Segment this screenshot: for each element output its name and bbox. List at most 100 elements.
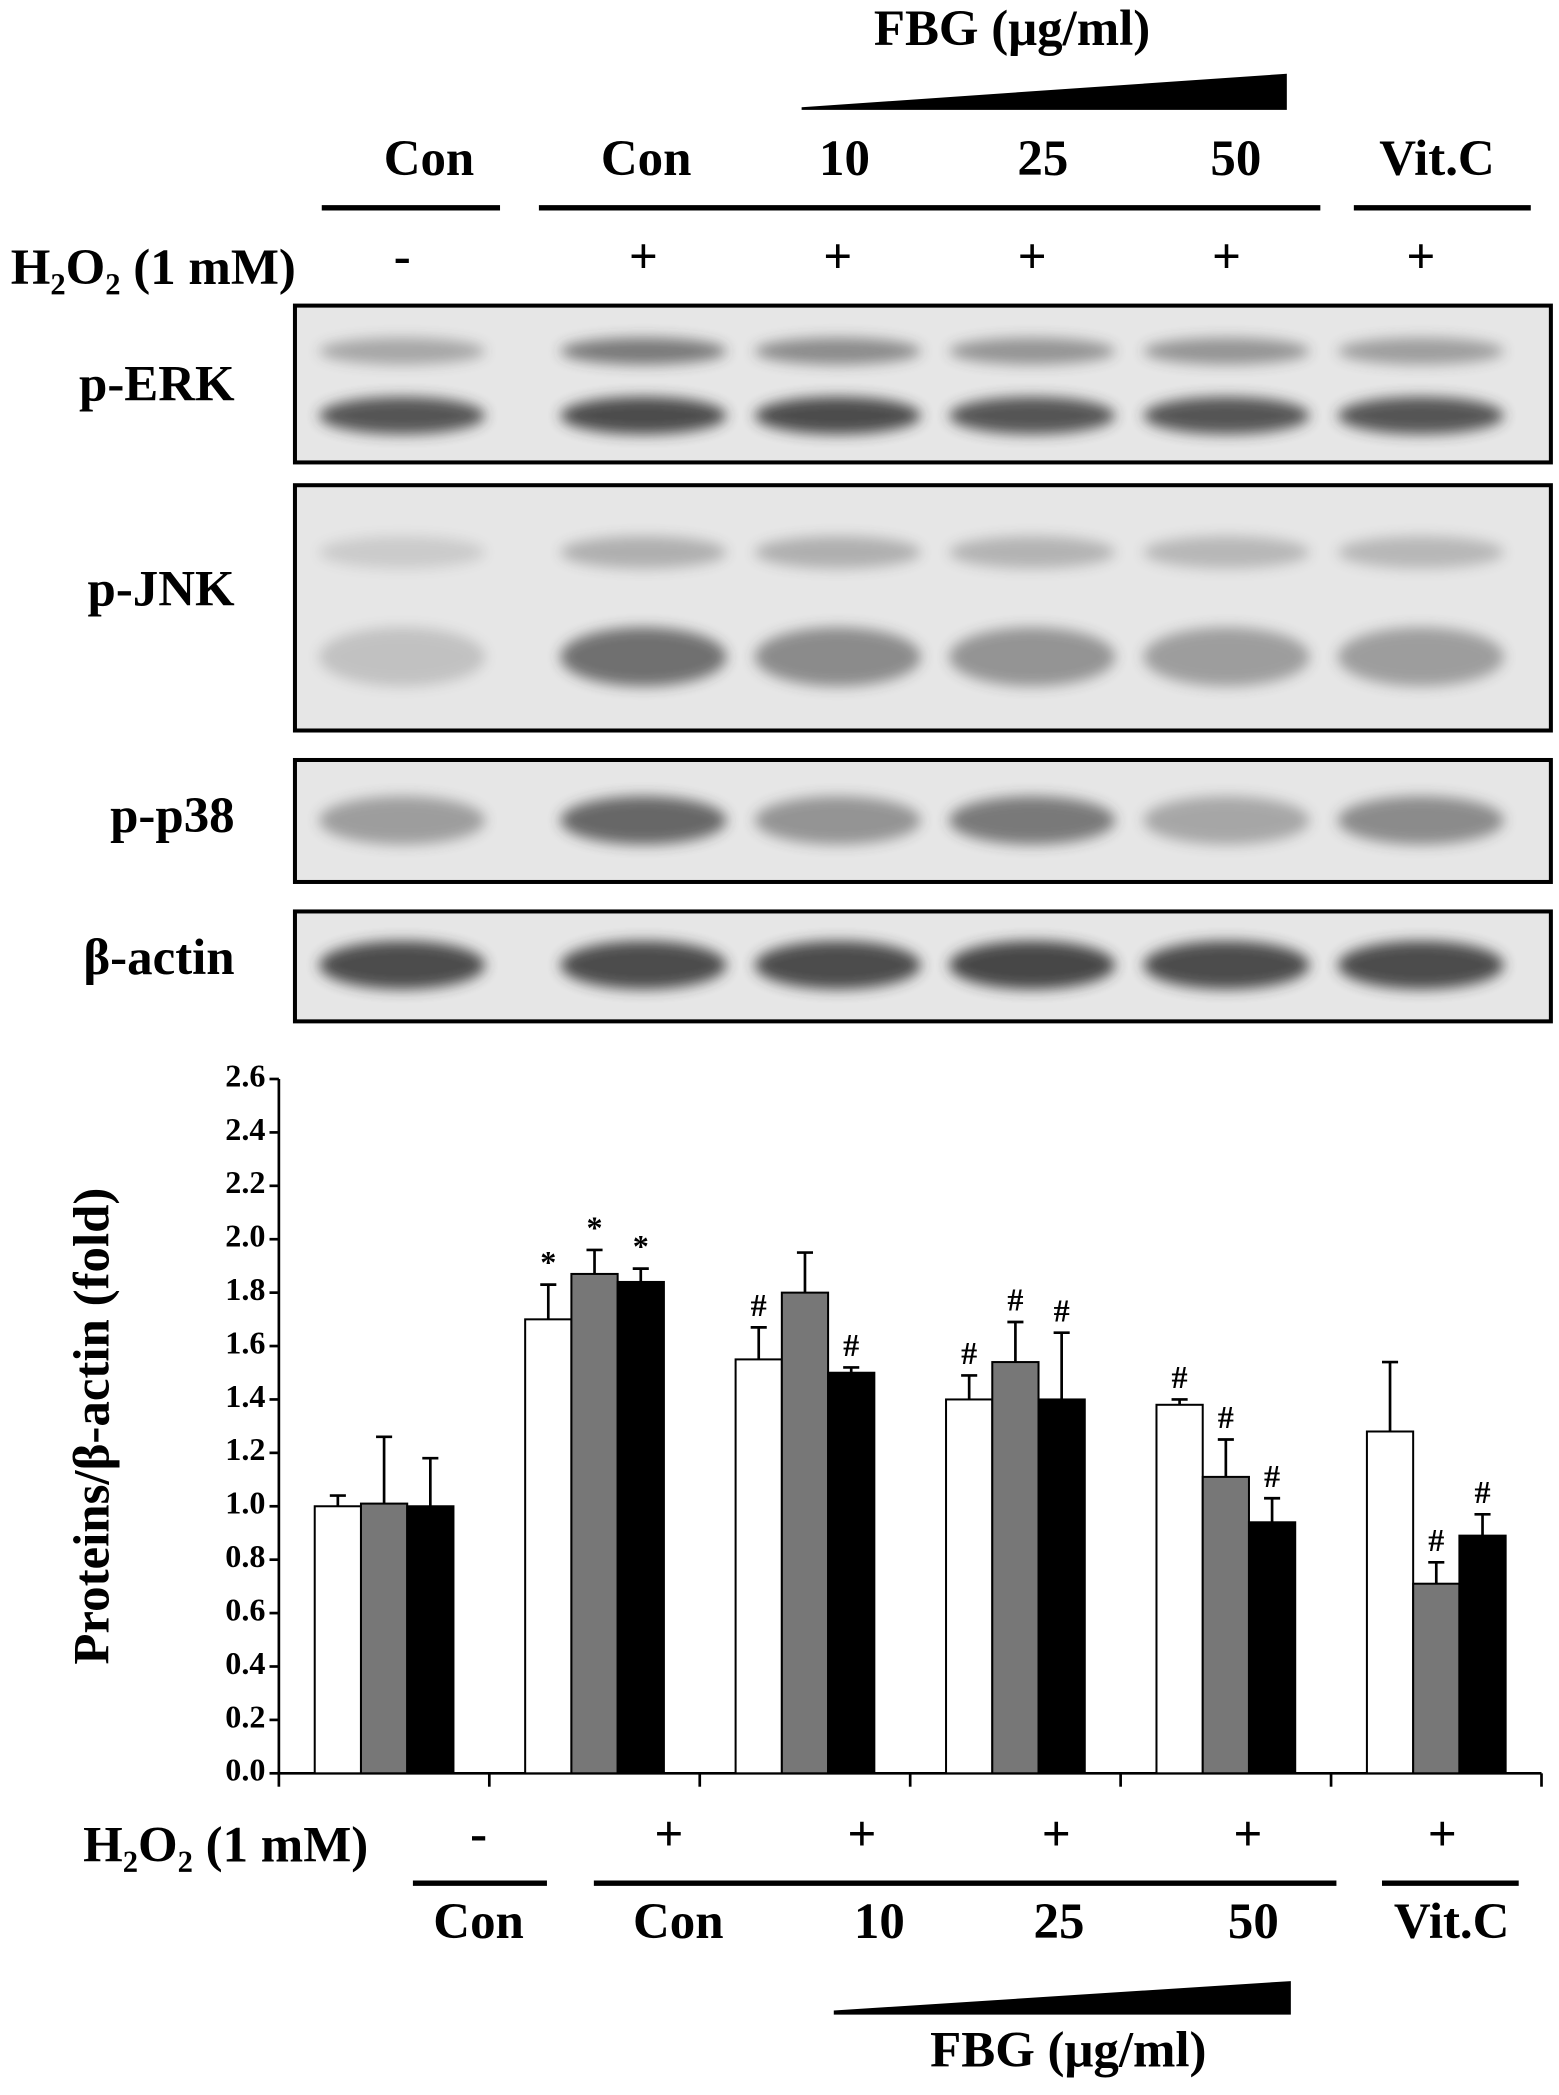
y-tick-label: 2.6 <box>225 1057 265 1093</box>
h2o2-sign: + <box>1428 1807 1457 1863</box>
blot-band <box>1337 536 1504 569</box>
significance-marker: # <box>751 1287 767 1323</box>
blot-band <box>1337 796 1504 845</box>
bar <box>1155 1403 1204 1775</box>
blot-band <box>1143 796 1310 845</box>
y-tick-label: 2.4 <box>225 1111 265 1147</box>
blot-band <box>560 940 727 990</box>
h2o2-sign: + <box>1406 229 1435 285</box>
lane-label: Con <box>384 131 475 187</box>
significance-marker: # <box>1172 1359 1188 1395</box>
blot-band <box>949 627 1116 687</box>
blot-band <box>319 796 486 845</box>
h2o2-sign: + <box>1212 229 1241 285</box>
blot-band <box>754 536 921 569</box>
bar <box>991 1361 1040 1775</box>
x-tick-label: 50 <box>1228 1894 1279 1950</box>
blot-band <box>1337 337 1504 365</box>
significance-marker: * <box>633 1228 649 1264</box>
bar <box>1458 1534 1507 1775</box>
bar <box>570 1272 619 1775</box>
y-tick-label: 1.8 <box>225 1271 265 1307</box>
bar <box>406 1505 455 1775</box>
significance-marker: # <box>961 1335 977 1371</box>
dose-wedge <box>833 1981 1291 2015</box>
h2o2-sign: + <box>654 1807 683 1863</box>
blot-band <box>560 396 727 435</box>
blot-band <box>754 396 921 435</box>
x-tick-label: 25 <box>1034 1894 1085 1950</box>
x-tick-label: Con <box>433 1894 524 1950</box>
h2o2-sign: + <box>1018 229 1047 285</box>
lane-label: Con <box>601 131 692 187</box>
y-tick-label: 1.0 <box>225 1485 265 1521</box>
y-tick-label: 1.2 <box>225 1431 265 1467</box>
blot-band <box>319 396 486 435</box>
significance-marker: * <box>540 1244 556 1280</box>
significance-marker: * <box>586 1210 602 1246</box>
h2o2-sign: + <box>629 229 658 285</box>
h2o2-sign: + <box>1233 1807 1262 1863</box>
lane-label: 25 <box>1017 131 1068 187</box>
lane-label: Vit.C <box>1379 131 1495 187</box>
blot-band <box>319 337 486 365</box>
protein-label: p-JNK <box>88 561 236 617</box>
bar <box>734 1358 783 1775</box>
h2o2-sign: + <box>847 1807 876 1863</box>
bar-chart: 0.0 0.2 0.4 0.6 0.8 1.0 1.2 1.4 1.6 1.8 2.0 2.2 2.4 2… <box>225 1057 1543 1950</box>
h2o2-sign: - <box>470 1807 487 1863</box>
significance-marker: # <box>1428 1522 1444 1558</box>
significance-marker: # <box>1054 1292 1070 1328</box>
y-tick-label: 2.2 <box>225 1164 265 1200</box>
protein-label: β-actin <box>83 930 234 986</box>
blot-band <box>1143 536 1310 569</box>
blot-band <box>949 940 1116 990</box>
blot-band <box>560 536 727 569</box>
blot-band <box>319 536 486 569</box>
y-tick-label: 0.6 <box>225 1591 265 1627</box>
bar <box>616 1280 665 1775</box>
bar <box>780 1291 830 1775</box>
blot-band <box>1143 396 1310 435</box>
fbg-label: FBG (μg/ml) <box>874 1 1150 57</box>
blot-band <box>560 627 727 687</box>
bar <box>313 1505 362 1775</box>
blot-band <box>949 337 1116 365</box>
blot-band <box>1143 940 1310 990</box>
blot-band <box>949 796 1116 845</box>
fbg-label: FBG (μg/ml) <box>930 2022 1206 2078</box>
h2o2-label: H₂O₂ (1 mM) <box>83 1817 368 1873</box>
significance-marker: # <box>1007 1282 1023 1318</box>
significance-marker: # <box>1264 1458 1280 1494</box>
x-tick-label: 10 <box>854 1894 905 1950</box>
protein-label: p-ERK <box>79 356 235 412</box>
bar <box>1365 1430 1415 1775</box>
bar <box>1201 1475 1250 1775</box>
blot-band <box>1143 337 1310 365</box>
significance-marker: # <box>843 1327 859 1363</box>
blot-band <box>560 337 727 365</box>
bar <box>1247 1521 1297 1775</box>
bar <box>1412 1582 1461 1775</box>
h2o2-label: H₂O₂ (1 mM) <box>11 240 296 296</box>
lane-label: 10 <box>819 131 870 187</box>
significance-marker: # <box>1474 1474 1490 1510</box>
bar <box>827 1371 876 1775</box>
blot-band <box>1337 940 1504 990</box>
y-axis-label: Proteins/β-actin (fold) <box>64 1188 120 1665</box>
bar <box>359 1502 409 1775</box>
h2o2-sign: + <box>823 229 852 285</box>
y-tick-label: 2.0 <box>225 1218 265 1254</box>
y-tick-label: 1.4 <box>225 1378 265 1414</box>
x-tick-label: Vit.C <box>1394 1894 1510 1950</box>
protein-label: p-p38 <box>110 788 235 844</box>
blot-band <box>319 940 486 990</box>
blot-band <box>949 396 1116 435</box>
h2o2-sign: + <box>1042 1807 1071 1863</box>
y-tick-label: 0.8 <box>225 1538 265 1574</box>
blot-band <box>754 627 921 687</box>
blot-band <box>1143 627 1310 687</box>
bar <box>1037 1398 1086 1775</box>
blot-band <box>1337 627 1504 687</box>
